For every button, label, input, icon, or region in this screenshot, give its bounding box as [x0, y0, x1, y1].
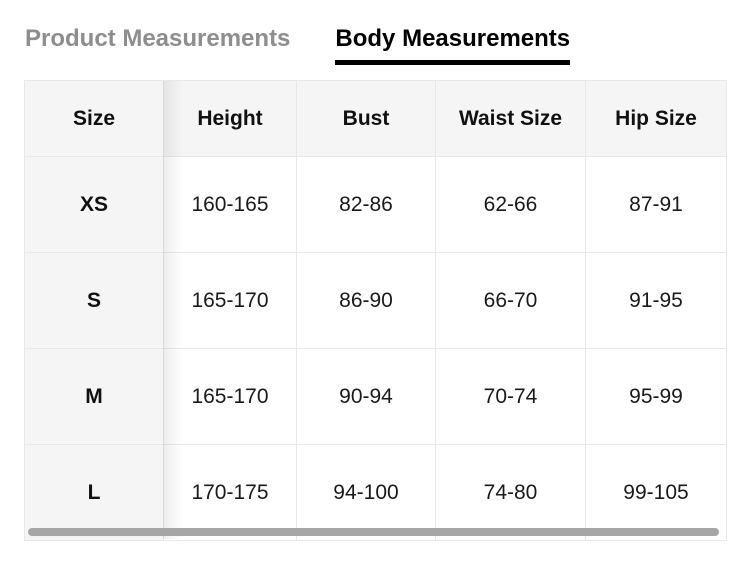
column-header-waist-size: Waist Size — [435, 80, 586, 157]
size-chart: Size Height Bust Waist Size Hip Size XS … — [24, 80, 727, 541]
measurement-cell: 94-100 — [296, 444, 436, 541]
measurement-cell: 66-70 — [435, 252, 586, 349]
column-header-bust: Bust — [296, 80, 436, 157]
column-header-height: Height — [163, 80, 297, 157]
table-row-xs: XS 160-165 82-86 62-66 87-91 — [24, 156, 727, 253]
measurement-cell: 165-170 — [163, 252, 297, 349]
measurement-cell: 170-175 — [163, 444, 297, 541]
measurement-cell: 160-165 — [163, 156, 297, 253]
table-row-s: S 165-170 86-90 66-70 91-95 — [24, 252, 727, 349]
measurement-cell: 90-94 — [296, 348, 436, 445]
measurement-cell: 62-66 — [435, 156, 586, 253]
measurement-cell: 95-99 — [585, 348, 727, 445]
table-row-l: L 170-175 94-100 74-80 99-105 — [24, 444, 727, 541]
tab-body-measurements[interactable]: Body Measurements — [335, 24, 571, 65]
column-header-size: Size — [24, 80, 164, 157]
tab-bar: Product Measurements Body Measurements — [0, 0, 750, 80]
size-cell: S — [24, 252, 164, 349]
table-row-m: M 165-170 90-94 70-74 95-99 — [24, 348, 727, 445]
column-header-hip-size: Hip Size — [585, 80, 727, 157]
size-cell: M — [24, 348, 164, 445]
measurement-cell: 165-170 — [163, 348, 297, 445]
body-measurements-table: Size Height Bust Waist Size Hip Size XS … — [24, 80, 727, 541]
tab-product-measurements[interactable]: Product Measurements — [25, 25, 291, 52]
size-cell: L — [24, 444, 164, 541]
measurement-cell: 87-91 — [585, 156, 727, 253]
measurement-cell: 74-80 — [435, 444, 586, 541]
size-cell: XS — [24, 156, 164, 253]
horizontal-scrollbar-thumb[interactable] — [28, 528, 719, 536]
measurement-cell: 91-95 — [585, 252, 727, 349]
measurement-cell: 70-74 — [435, 348, 586, 445]
measurement-cell: 82-86 — [296, 156, 436, 253]
measurement-cell: 86-90 — [296, 252, 436, 349]
header-row: Size Height Bust Waist Size Hip Size — [24, 80, 727, 157]
measurement-cell: 99-105 — [585, 444, 727, 541]
